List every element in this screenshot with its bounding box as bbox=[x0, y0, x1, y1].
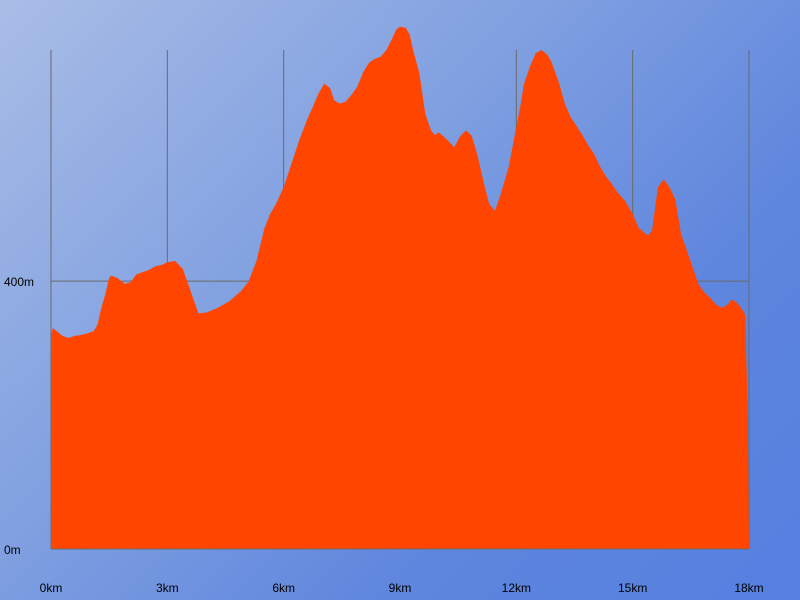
x-tick-label-2: 6km bbox=[272, 581, 295, 595]
x-tick-label-6: 18km bbox=[734, 581, 763, 595]
y-tick-label-1: 400m bbox=[4, 275, 34, 289]
y-axis-tick-labels: 0m 400m bbox=[4, 275, 34, 557]
x-tick-label-1: 3km bbox=[156, 581, 179, 595]
x-tick-label-3: 9km bbox=[389, 581, 412, 595]
x-tick-label-0: 0km bbox=[40, 581, 63, 595]
x-tick-label-4: 12km bbox=[502, 581, 531, 595]
y-tick-label-0: 0m bbox=[4, 543, 21, 557]
x-axis-tick-labels: 0km 3km 6km 9km 12km 15km 18km bbox=[40, 581, 764, 595]
elevation-area bbox=[51, 26, 749, 550]
x-tick-label-5: 15km bbox=[618, 581, 647, 595]
